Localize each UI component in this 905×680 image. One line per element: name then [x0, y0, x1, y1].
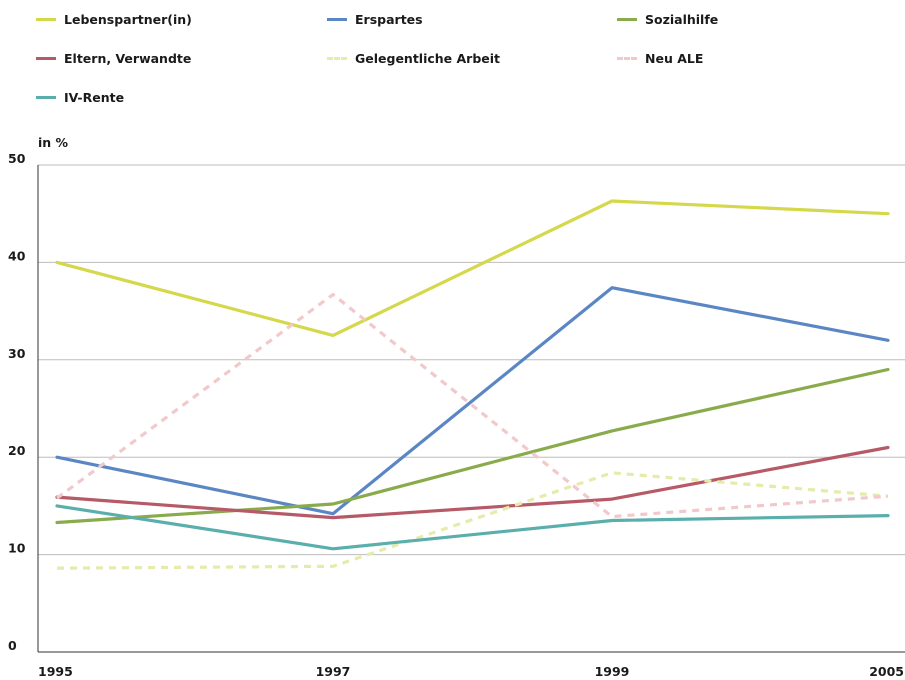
legend-swatch: [327, 56, 347, 60]
axes: [37, 165, 905, 653]
legend-item: Gelegentliche Arbeit: [327, 48, 500, 68]
legend: Lebenspartner(in) Erspartes Sozialhilfe Elt…: [0, 0, 905, 120]
legend-swatch: [36, 56, 56, 60]
grid-lines: [38, 164, 905, 556]
series-line-2: [55, 367, 890, 525]
legend-swatch: [36, 95, 56, 99]
tick-labels: 0 10 20 30 40 50 1995 1997 1999 2005: [8, 151, 904, 679]
legend-item: Erspartes: [327, 9, 423, 29]
series-line-0: [55, 199, 890, 337]
legend-label: Neu ALE: [645, 50, 704, 66]
x-tick-label: 2005: [869, 664, 904, 679]
legend-label: Lebenspartner(in): [64, 11, 192, 27]
legend-label: Erspartes: [355, 11, 423, 27]
y-axis-unit-label: in %: [38, 135, 69, 150]
legend-swatch: [617, 17, 637, 21]
legend-item: Sozialhilfe: [617, 9, 718, 29]
legend-item: Neu ALE: [617, 48, 703, 68]
legend-item: Eltern, Verwandte: [36, 48, 191, 68]
legend-label: Sozialhilfe: [645, 11, 719, 27]
legend-swatch: [327, 17, 347, 21]
legend-swatch: [617, 56, 637, 60]
x-tick-label: 1995: [38, 664, 73, 679]
y-tick-label: 10: [8, 541, 26, 556]
series-line-5: [56, 292, 889, 519]
x-tick-label: 1999: [595, 664, 630, 679]
series-lines: [55, 199, 890, 570]
legend-label: Gelegentliche Arbeit: [355, 50, 501, 66]
legend-label: IV-Rente: [64, 89, 125, 105]
legend-item: IV-Rente: [36, 87, 124, 107]
series-line-1: [55, 286, 890, 516]
series-line-4: [56, 471, 889, 570]
series-line-3: [55, 445, 890, 520]
legend-swatch: [36, 17, 56, 21]
y-tick-label: 50: [8, 151, 26, 166]
y-tick-label: 30: [8, 346, 26, 361]
series-line-6: [55, 504, 890, 551]
y-tick-label: 0: [8, 638, 17, 653]
y-tick-label: 20: [8, 443, 26, 458]
x-tick-label: 1997: [316, 664, 351, 679]
legend-label: Eltern, Verwandte: [64, 50, 192, 66]
y-tick-label: 40: [8, 248, 26, 263]
legend-item: Lebenspartner(in): [36, 9, 192, 29]
